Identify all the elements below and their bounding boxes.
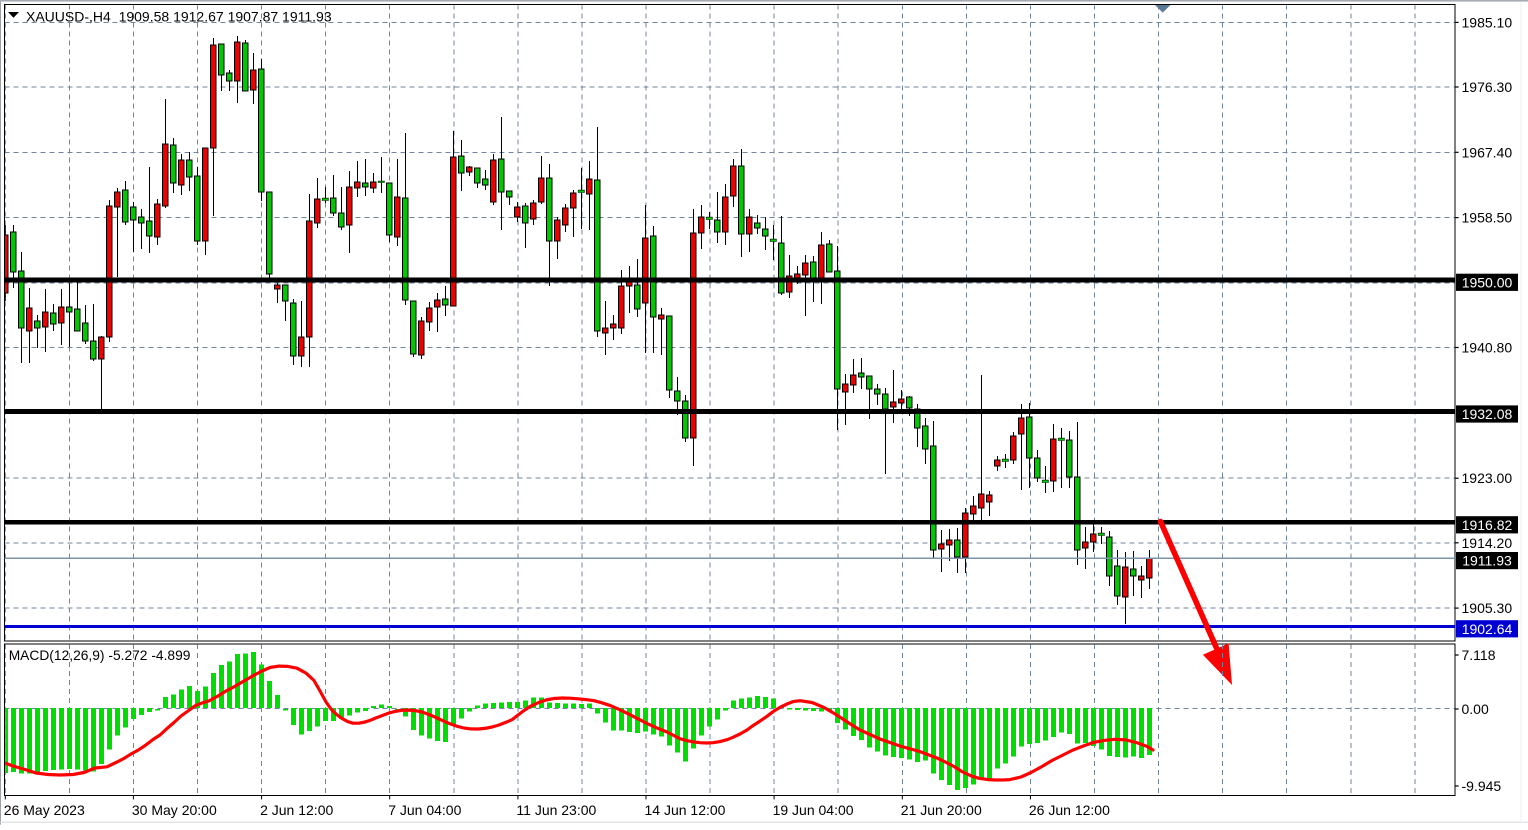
svg-text:0.00: 0.00 [1462, 701, 1489, 717]
svg-text:14 Jun 12:00: 14 Jun 12:00 [645, 802, 726, 818]
svg-text:XAUUSD-,H4 1909.58 1912.67 19: XAUUSD-,H4 1909.58 1912.67 1907.87 1911.… [26, 9, 332, 25]
svg-text:1950.00: 1950.00 [1462, 274, 1513, 290]
svg-text:1902.64: 1902.64 [1462, 621, 1513, 637]
svg-text:1967.40: 1967.40 [1462, 144, 1513, 160]
svg-text:1911.93: 1911.93 [1462, 553, 1512, 569]
svg-text:1958.50: 1958.50 [1462, 210, 1513, 226]
svg-text:1923.00: 1923.00 [1462, 470, 1513, 486]
svg-text:7.118: 7.118 [1462, 647, 1496, 663]
svg-text:2 Jun 12:00: 2 Jun 12:00 [260, 802, 333, 818]
svg-text:7 Jun 04:00: 7 Jun 04:00 [388, 802, 461, 818]
svg-text:26 Jun 12:00: 26 Jun 12:00 [1029, 802, 1110, 818]
svg-text:1940.80: 1940.80 [1462, 340, 1513, 356]
svg-text:-9.945: -9.945 [1462, 778, 1502, 794]
svg-text:1985.10: 1985.10 [1462, 14, 1513, 30]
svg-text:1916.82: 1916.82 [1462, 517, 1513, 533]
svg-text:11 Jun 23:00: 11 Jun 23:00 [516, 802, 596, 818]
svg-text:30 May 20:00: 30 May 20:00 [132, 802, 217, 818]
svg-text:1905.30: 1905.30 [1462, 600, 1513, 616]
svg-text:21 Jun 20:00: 21 Jun 20:00 [901, 802, 982, 818]
svg-text:26 May 2023: 26 May 2023 [4, 802, 85, 818]
svg-text:1976.30: 1976.30 [1462, 79, 1513, 95]
svg-text:MACD(12,26,9) -5.272 -4.899: MACD(12,26,9) -5.272 -4.899 [9, 648, 191, 663]
svg-text:19 Jun 04:00: 19 Jun 04:00 [773, 802, 854, 818]
svg-text:1914.20: 1914.20 [1462, 535, 1513, 551]
svg-text:1932.08: 1932.08 [1462, 406, 1513, 422]
